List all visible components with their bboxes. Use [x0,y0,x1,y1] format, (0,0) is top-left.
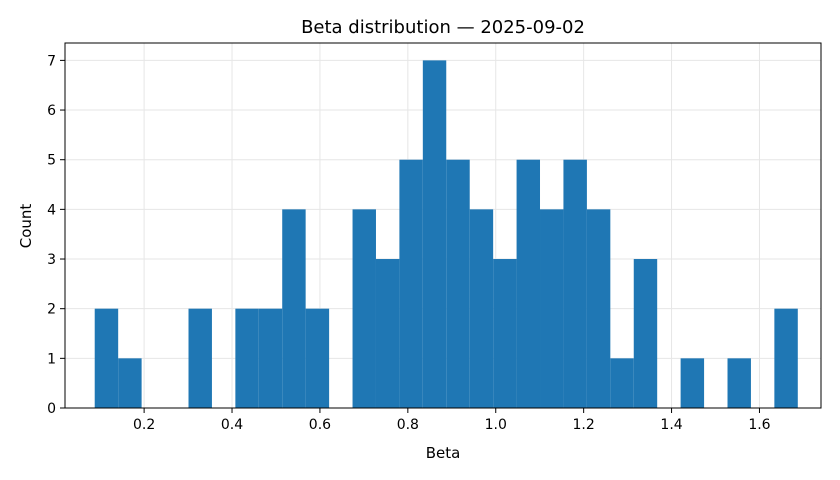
x-tick-label: 0.4 [221,417,243,433]
histogram-bar [282,209,306,408]
y-tick-label: 1 [47,351,56,367]
histogram-bar [493,259,517,408]
histogram-bar [586,209,611,408]
x-tick-label: 1.6 [748,417,770,433]
histogram-bar [399,159,423,408]
x-tick-label: 0.2 [133,417,155,433]
x-axis-ticks: 0.2 0.4 0.6 0.8 1.0 1.2 1.4 1.6 [133,408,771,433]
histogram-bar [469,209,494,408]
y-tick-label: 6 [47,103,56,119]
y-axis-ticks: 0 1 2 3 4 5 6 7 [47,53,65,417]
y-tick-label: 0 [47,401,56,417]
x-axis-label: Beta [426,444,461,462]
histogram-bar [188,308,212,408]
histogram-bar [258,308,283,408]
x-tick-label: 0.8 [397,417,419,433]
y-tick-label: 5 [47,153,56,169]
histogram-bar [352,209,376,408]
y-tick-label: 4 [47,202,56,218]
histogram-bar [235,308,259,408]
histogram-bar [633,259,658,408]
histogram-bar [305,308,330,408]
y-tick-label: 7 [47,53,56,69]
plot-frame [64,42,822,409]
histogram-bar [540,209,564,408]
histogram-bar [774,308,798,408]
histogram-bar [422,60,447,408]
x-tick-label: 1.4 [660,417,682,433]
x-tick-label: 1.0 [485,417,507,433]
histogram-bar [375,259,400,408]
histogram-bar [727,358,751,408]
histogram-bar [516,159,541,408]
y-tick-label: 3 [47,252,56,268]
x-tick-label: 0.6 [309,417,331,433]
y-tick-label: 2 [47,302,56,318]
histogram-bar [446,159,470,408]
x-tick-label: 1.2 [573,417,595,433]
y-axis-label: Count [17,204,35,249]
histogram-bar [118,358,142,408]
histogram-bar [610,358,634,408]
chart-title: Beta distribution — 2025-09-02 [301,17,585,38]
bars-group [94,60,798,408]
histogram-bar [680,358,705,408]
histogram-bar [563,159,587,408]
histogram-bar [94,308,119,408]
